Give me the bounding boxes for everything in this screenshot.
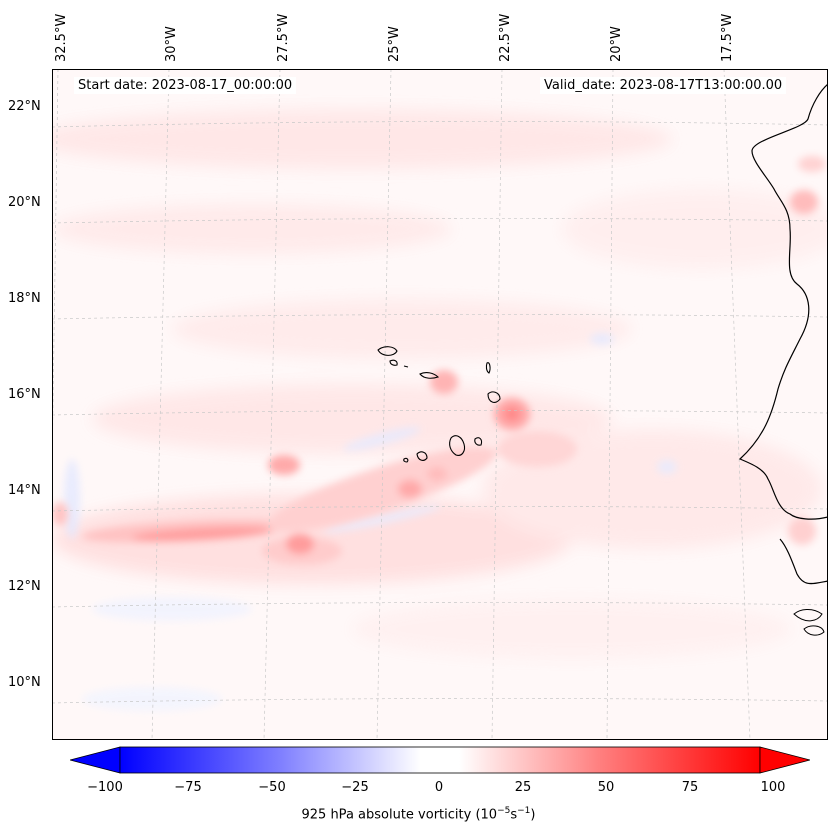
lon-label-30w: 30°W — [164, 26, 179, 62]
colorbar-label-unit: s — [510, 807, 518, 823]
lat-label-10n: 10°N — [8, 675, 41, 690]
coastline-west-africa — [738, 83, 828, 520]
lon-label-32-5w: 32.5°W — [54, 13, 69, 62]
lon-label-20w: 20°W — [609, 26, 624, 62]
colorbar-label-main: 925 hPa absolute vorticity (10 — [301, 807, 498, 823]
gridlines — [52, 69, 828, 740]
island-santa-luzia — [403, 365, 409, 368]
island-maio — [474, 437, 483, 446]
lat-label-18n: 18°N — [8, 291, 41, 306]
colorbar-tick-50: 50 — [597, 780, 615, 795]
colorbar-tick-minus-75: −75 — [174, 780, 202, 795]
island-santo-antao — [377, 346, 398, 356]
island-sao-nicolau — [419, 372, 440, 379]
island-brava — [403, 457, 409, 463]
start-date-label: Start date: 2023-08-17_00:00:00 — [74, 77, 297, 94]
colorbar-tick-25: 25 — [514, 780, 532, 795]
cape-verde-islands — [377, 346, 501, 463]
lat-label-20n: 20°N — [8, 195, 41, 210]
coastline-guinea — [779, 538, 828, 585]
colorbar-label: 925 hPa absolute vorticity (10−5s−1) — [0, 806, 837, 822]
vorticity-map — [52, 69, 828, 740]
colorbar-extend-min — [70, 746, 121, 774]
vorticity-field — [52, 109, 828, 711]
colorbar-tick-minus-100: −100 — [87, 780, 123, 795]
lat-label-16n: 16°N — [8, 387, 41, 402]
lon-label-27-5w: 27.5°W — [276, 13, 291, 62]
colorbar-tick-0: 0 — [434, 780, 444, 795]
island-fogo — [416, 451, 428, 461]
colorbar-tick-100: 100 — [760, 780, 786, 795]
colorbar-body — [119, 746, 761, 774]
lon-label-17-5w: 17.5°W — [720, 13, 735, 62]
colorbar — [70, 746, 810, 774]
colorbar-tick-minus-50: −50 — [258, 780, 286, 795]
lon-label-22-5w: 22.5°W — [498, 13, 513, 62]
colorbar-extend-max — [759, 746, 810, 774]
valid-date-label: Valid_date: 2023-08-17T13:00:00.00 — [540, 77, 787, 94]
island-boa-vista — [487, 391, 501, 403]
lon-label-25w: 25°W — [387, 26, 402, 62]
island-sao-vicente — [389, 359, 398, 366]
colorbar-label-exp1: −5 — [497, 806, 511, 816]
island-sal — [485, 362, 491, 374]
lat-label-12n: 12°N — [8, 579, 41, 594]
map-frame — [52, 69, 828, 740]
colorbar-tick-minus-25: −25 — [341, 780, 369, 795]
island-santiago — [449, 435, 466, 456]
lat-label-14n: 14°N — [8, 483, 41, 498]
lat-label-22n: 22°N — [8, 99, 41, 114]
colorbar-tick-75: 75 — [681, 780, 699, 795]
coastline-bijagos — [793, 609, 825, 636]
colorbar-label-end: ) — [530, 807, 536, 823]
colorbar-label-exp2: −1 — [517, 806, 531, 816]
